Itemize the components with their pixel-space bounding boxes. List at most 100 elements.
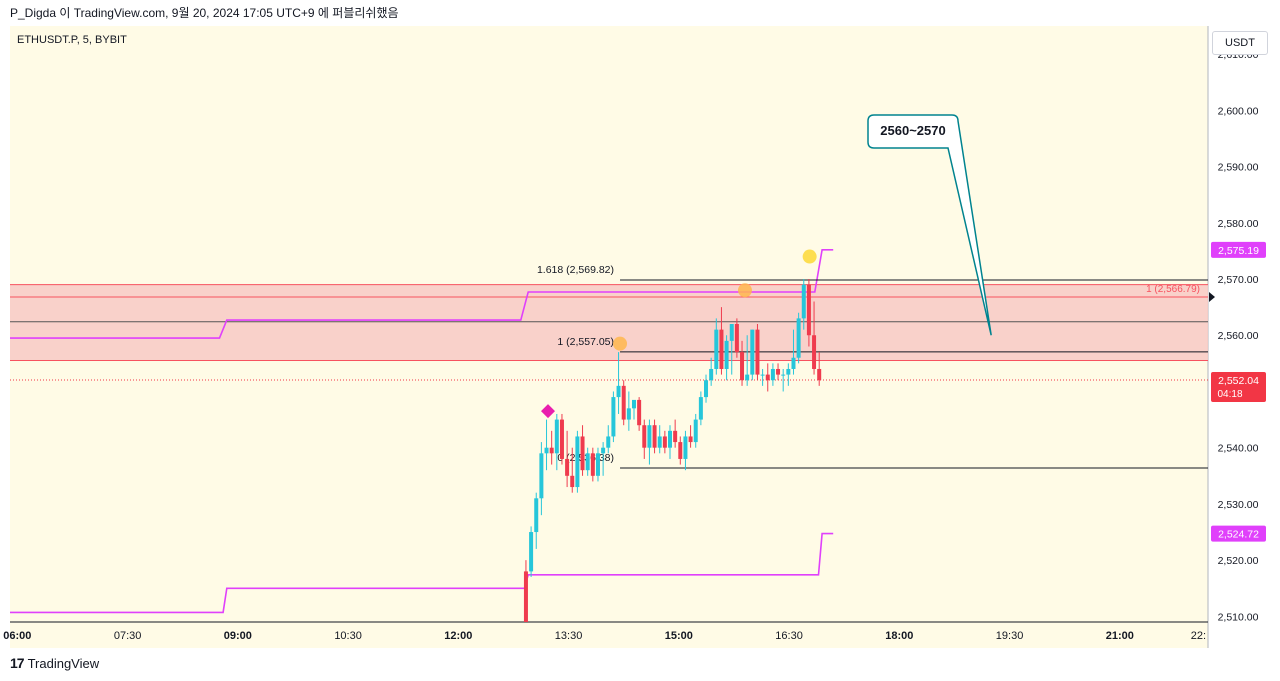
x-tick-label: 21:00 [1106, 630, 1134, 642]
y-tick-label: 2,600.00 [1218, 105, 1259, 117]
candle [760, 374, 765, 376]
candle [781, 374, 786, 376]
candle [544, 447, 549, 454]
candle [668, 430, 673, 448]
candle [529, 532, 534, 572]
candle [554, 419, 559, 454]
x-tick-label: 15:00 [665, 630, 693, 642]
candle [673, 430, 678, 443]
y-tick-label: 2,570.00 [1218, 274, 1259, 286]
signal-circle-marker [737, 283, 752, 298]
x-tick-label: 06:00 [3, 630, 31, 642]
candle [817, 368, 822, 381]
signal-circle-marker [613, 336, 628, 351]
candle [590, 453, 595, 476]
candle [755, 329, 760, 375]
candle [765, 374, 770, 381]
upper-band-line [10, 249, 834, 339]
last-price-tag [1211, 372, 1266, 403]
candle [616, 385, 621, 398]
candle [719, 329, 724, 369]
publish-info: P_Digda 이 TradingView.com, 9월 20, 2024 1… [10, 6, 399, 20]
currency-selector[interactable]: USDT [1212, 31, 1268, 55]
x-tick-label: 22: [1191, 630, 1206, 642]
candle [786, 368, 791, 375]
price-axis-background [1208, 26, 1270, 648]
candle [776, 368, 781, 375]
signal-diamond-marker [540, 404, 555, 419]
candle [683, 436, 688, 459]
zone-arrow-icon [1209, 292, 1215, 303]
candle [575, 436, 580, 488]
candle [704, 380, 709, 398]
candle [678, 442, 683, 459]
candle [714, 329, 719, 369]
y-tick-label: 2,560.00 [1218, 330, 1259, 342]
candle [565, 458, 570, 476]
x-tick-label: 19:30 [996, 630, 1024, 642]
candle [791, 357, 796, 369]
candle [580, 436, 585, 471]
candle [693, 419, 698, 443]
y-tick-label: 2,590.00 [1218, 162, 1259, 174]
time-axis-background [10, 622, 1208, 648]
signal-circle-marker [802, 249, 817, 264]
candle [770, 368, 775, 381]
candle [812, 335, 817, 369]
candle [631, 399, 636, 409]
candle [549, 447, 554, 454]
candle [601, 447, 606, 454]
candle [539, 453, 544, 499]
price-target-callout[interactable] [867, 114, 992, 336]
y-tick-label: 2,520.00 [1218, 555, 1259, 567]
candle [806, 284, 811, 336]
price-target-text: 2560~2570 [880, 123, 945, 138]
tradingview-logo-icon: 17 [10, 655, 25, 671]
candle [796, 318, 801, 358]
candle [606, 436, 611, 448]
band-price-tag [1211, 241, 1266, 258]
resistance-zone [10, 284, 1208, 361]
candle [534, 498, 539, 533]
zone-label: 1 (2,566.79) [1146, 284, 1200, 295]
candle [621, 385, 626, 420]
candle [724, 340, 729, 369]
candle [585, 453, 590, 471]
band-price-tag [1211, 525, 1266, 542]
candle [523, 571, 528, 622]
candle [698, 397, 703, 420]
candle [750, 329, 755, 375]
y-tick-label: 2,510.00 [1218, 611, 1259, 623]
candle [611, 397, 616, 437]
x-tick-label: 12:00 [444, 630, 472, 642]
fib-level-label: 1 (2,557.05) [557, 336, 614, 348]
candle [801, 284, 806, 319]
candle [729, 324, 734, 341]
candle [637, 399, 642, 426]
y-tick-label: 2,530.00 [1218, 499, 1259, 511]
candle [570, 475, 575, 488]
x-tick-label: 07:30 [114, 630, 142, 642]
candle [647, 425, 652, 448]
symbol-label[interactable]: ETHUSDT.P, 5, BYBIT [17, 34, 127, 46]
last-price-text: 2,552.04 [1218, 375, 1259, 387]
footer-brand: 17 TradingView [10, 655, 99, 671]
candle [626, 408, 631, 420]
fib-level-label: 1.618 (2,569.82) [537, 264, 614, 276]
band-price-text: 2,575.19 [1218, 245, 1259, 257]
x-tick-label: 10:30 [334, 630, 362, 642]
candle [740, 352, 745, 381]
footer-brand-text: TradingView [27, 655, 100, 671]
candle [734, 324, 739, 353]
candle [657, 436, 662, 448]
candle [688, 436, 693, 443]
y-tick-label: 2,540.00 [1218, 443, 1259, 455]
candle [709, 368, 714, 381]
x-tick-label: 18:00 [885, 630, 913, 642]
x-tick-label: 09:00 [224, 630, 252, 642]
x-tick-label: 13:30 [555, 630, 583, 642]
candle [652, 425, 657, 448]
bar-countdown-text: 04:18 [1217, 389, 1242, 400]
y-tick-label: 2,580.00 [1218, 218, 1259, 230]
